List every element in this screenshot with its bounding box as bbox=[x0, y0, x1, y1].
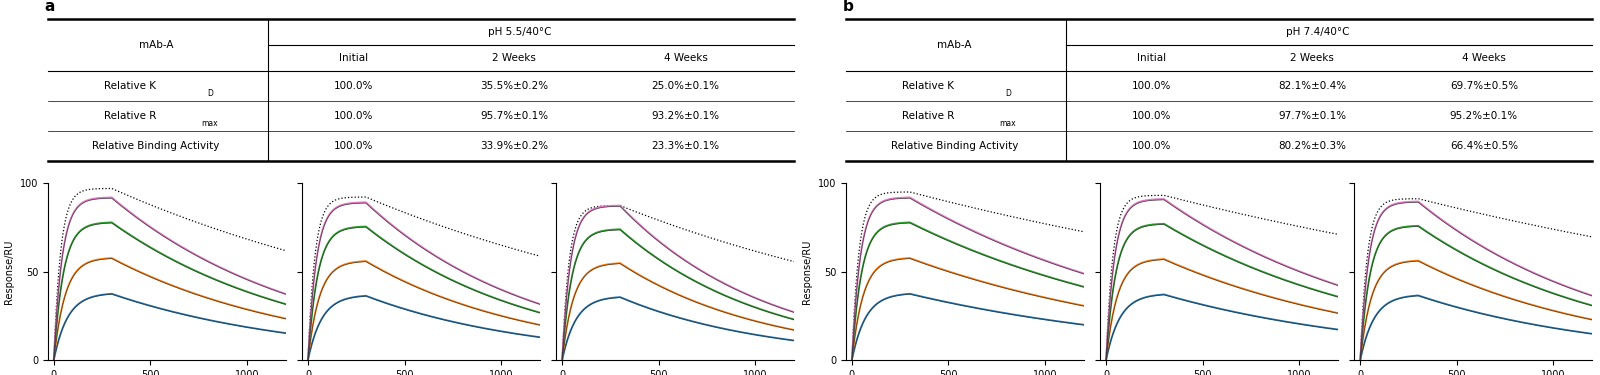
Text: 100.0%: 100.0% bbox=[334, 111, 373, 121]
Text: mAb-A: mAb-A bbox=[139, 40, 173, 51]
Text: 100.0%: 100.0% bbox=[334, 81, 373, 92]
Text: D: D bbox=[206, 89, 213, 98]
Text: max: max bbox=[1000, 119, 1016, 128]
Text: a: a bbox=[45, 0, 54, 13]
Text: Relative Binding Activity: Relative Binding Activity bbox=[891, 141, 1018, 151]
Text: 97.7%±0.1%: 97.7%±0.1% bbox=[1278, 111, 1346, 121]
Text: 69.7%±0.5%: 69.7%±0.5% bbox=[1450, 81, 1518, 92]
Text: 35.5%±0.2%: 35.5%±0.2% bbox=[480, 81, 549, 92]
Text: 25.0%±0.1%: 25.0%±0.1% bbox=[651, 81, 720, 92]
Text: Relative R: Relative R bbox=[902, 111, 954, 121]
Text: Initial: Initial bbox=[1138, 53, 1166, 63]
Text: 100.0%: 100.0% bbox=[1133, 111, 1171, 121]
Text: Relative Binding Activity: Relative Binding Activity bbox=[93, 141, 219, 151]
Y-axis label: Response/RU: Response/RU bbox=[5, 239, 14, 304]
Text: 80.2%±0.3%: 80.2%±0.3% bbox=[1278, 141, 1346, 151]
Text: pH 5.5/40°C: pH 5.5/40°C bbox=[488, 27, 552, 37]
Text: 100.0%: 100.0% bbox=[1133, 81, 1171, 92]
Text: 2 Weeks: 2 Weeks bbox=[493, 53, 536, 63]
Text: 4 Weeks: 4 Weeks bbox=[664, 53, 707, 63]
Text: max: max bbox=[202, 119, 218, 128]
Text: Relative R: Relative R bbox=[104, 111, 157, 121]
Y-axis label: Response/RU: Response/RU bbox=[803, 239, 813, 304]
Text: 95.7%±0.1%: 95.7%±0.1% bbox=[480, 111, 549, 121]
Text: 33.9%±0.2%: 33.9%±0.2% bbox=[480, 141, 549, 151]
Text: Relative K: Relative K bbox=[104, 81, 157, 92]
Text: D: D bbox=[1005, 89, 1011, 98]
Text: Initial: Initial bbox=[339, 53, 368, 63]
Text: 66.4%±0.5%: 66.4%±0.5% bbox=[1450, 141, 1518, 151]
Text: 100.0%: 100.0% bbox=[1133, 141, 1171, 151]
Text: Relative K: Relative K bbox=[902, 81, 954, 92]
Text: 23.3%±0.1%: 23.3%±0.1% bbox=[651, 141, 720, 151]
Text: 4 Weeks: 4 Weeks bbox=[1462, 53, 1506, 63]
Text: 93.2%±0.1%: 93.2%±0.1% bbox=[651, 111, 720, 121]
Text: b: b bbox=[842, 0, 853, 13]
Text: pH 7.4/40°C: pH 7.4/40°C bbox=[1286, 27, 1350, 37]
Text: mAb-A: mAb-A bbox=[938, 40, 971, 51]
Text: 95.2%±0.1%: 95.2%±0.1% bbox=[1450, 111, 1518, 121]
Text: 2 Weeks: 2 Weeks bbox=[1290, 53, 1334, 63]
Text: 100.0%: 100.0% bbox=[334, 141, 373, 151]
Text: 82.1%±0.4%: 82.1%±0.4% bbox=[1278, 81, 1346, 92]
